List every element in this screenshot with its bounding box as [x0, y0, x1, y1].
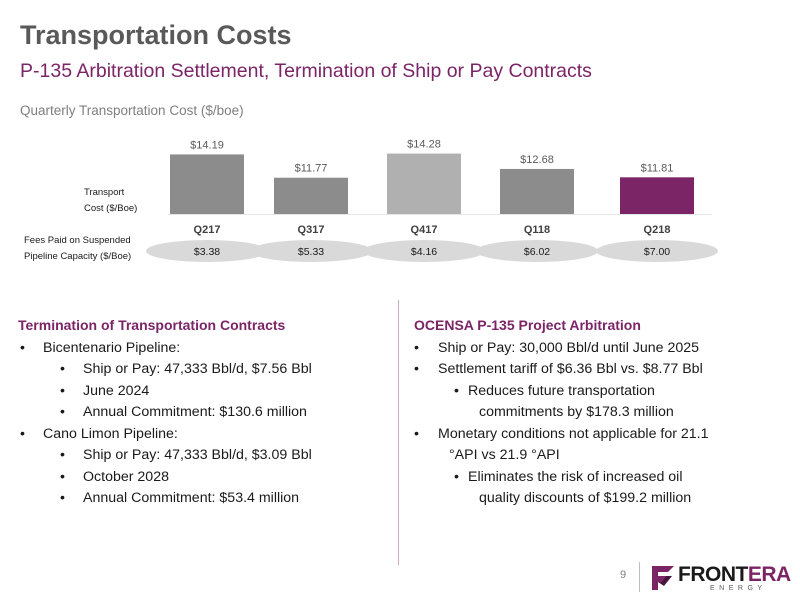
list-item-line: Reduces future transportation [468, 382, 655, 399]
fee-ellipse-q118 [476, 240, 598, 262]
value-label-q118: $12.68 [520, 154, 554, 166]
company-logo-text: FRONTERA [678, 563, 791, 587]
fee-ellipse-q217 [146, 240, 268, 262]
list-item: Settlement tariff of $6.36 Bbl vs. $8.77… [414, 359, 786, 381]
fee-label-q417: $4.16 [411, 246, 437, 258]
logo-text-primary: FRONT [678, 563, 748, 586]
list-item: Eliminates the risk of increased oil qua… [414, 467, 786, 510]
fee-ellipse-q218 [596, 240, 718, 262]
bar-q218 [620, 177, 694, 214]
page-title: Transportation Costs [20, 20, 292, 50]
value-label-q317: $11.77 [295, 163, 328, 175]
list-item: Ship or Pay: 30,000 Bbl/d until June 202… [414, 338, 786, 360]
company-logo-subtext: ENERGY [710, 585, 767, 592]
category-label-q417: Q417 [411, 224, 438, 236]
fee-ellipse-q317 [250, 240, 372, 262]
list-item: Bicentenario Pipeline: [18, 338, 388, 360]
bar-q118 [500, 168, 574, 214]
category-label-q317: Q317 [298, 224, 325, 236]
column-divider [398, 300, 399, 565]
fee-label-q217: $3.38 [194, 246, 220, 258]
list-item-line: quality discounts of $199.2 million [479, 490, 692, 506]
termination-contracts-section: Termination of Transportation Contracts … [18, 315, 388, 510]
bar-q217 [170, 154, 244, 214]
list-item: June 2024 [18, 381, 388, 403]
transport-cost-row-label: Transport Cost ($/Boe) [84, 187, 137, 214]
value-label-q218: $11.81 [641, 162, 674, 174]
list-item: Cano Limon Pipeline: [18, 424, 388, 446]
ocensa-heading: OCENSA P-135 Project Arbitration [414, 317, 641, 333]
list-item-line: commitments by $178.3 million [479, 404, 674, 420]
list-item-line: Monetary conditions not applicable for 2… [438, 425, 709, 442]
transport-cost-chart: Transport Cost ($/Boe) Fees Paid on Suspen… [24, 139, 718, 262]
page-number: 9 [620, 569, 627, 581]
list-item: Ship or Pay: 47,333 Bbl/d, $7.56 Bbl [18, 359, 388, 381]
list-item-line: °API vs 21.9 °API [449, 447, 560, 463]
logo-divider [639, 562, 640, 592]
list-item: October 2028 [18, 467, 388, 489]
fees-row-label: Fees Paid on Suspended Pipeline Capacity … [24, 235, 131, 262]
list-item: Annual Commitment: $130.6 million [18, 402, 388, 424]
list-item: Ship or Pay: 47,333 Bbl/d, $3.09 Bbl [18, 445, 388, 467]
fee-label-q118: $6.02 [524, 246, 550, 258]
termination-heading: Termination of Transportation Contracts [18, 317, 286, 333]
category-label-q217: Q217 [194, 224, 221, 236]
list-item: Monetary conditions not applicable for 2… [414, 424, 786, 467]
frontera-logo-icon [652, 566, 674, 590]
logo-text-accent: ERA [747, 563, 791, 586]
list-item: Annual Commitment: $53.4 million [18, 488, 388, 510]
fee-ellipse-q417 [363, 240, 485, 262]
fee-label-q317: $5.33 [298, 246, 324, 258]
category-label-q218: Q218 [644, 224, 671, 236]
value-label-q417: $14.28 [407, 139, 441, 151]
bar-q317 [274, 177, 348, 214]
chart-title: Quarterly Transportation Cost ($/boe) [20, 103, 244, 118]
fee-label-q218: $7.00 [644, 246, 670, 258]
list-item-line: Eliminates the risk of increased oil [468, 468, 683, 485]
bar-q417 [387, 153, 461, 214]
page-subtitle: P-135 Arbitration Settlement, Terminatio… [20, 60, 592, 82]
list-item: Reduces future transportation commitment… [414, 381, 786, 424]
value-label-q217: $14.19 [190, 139, 224, 151]
category-label-q118: Q118 [524, 224, 550, 236]
ocensa-arbitration-section: OCENSA P-135 Project Arbitration Ship or… [414, 315, 786, 510]
